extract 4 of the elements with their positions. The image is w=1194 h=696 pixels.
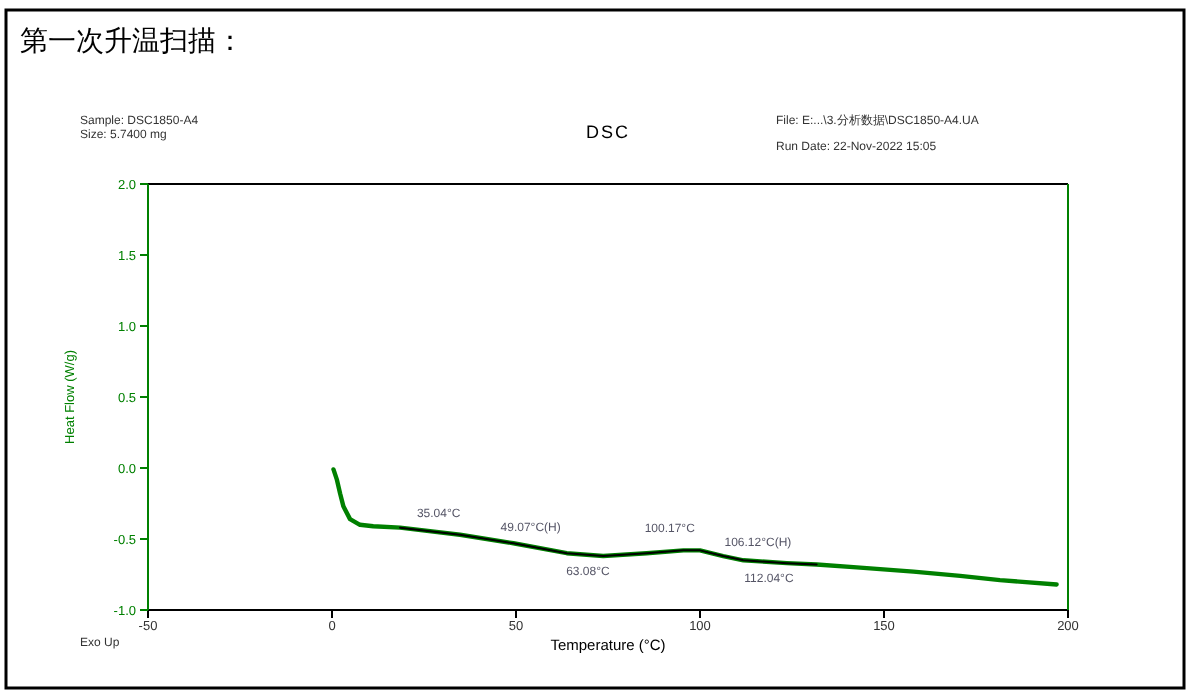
chart-subtitle: DSC (585, 122, 631, 142)
line-series (331, 467, 1059, 587)
chart-title: 第一次升温扫描： (20, 24, 244, 56)
line-series (399, 526, 818, 566)
